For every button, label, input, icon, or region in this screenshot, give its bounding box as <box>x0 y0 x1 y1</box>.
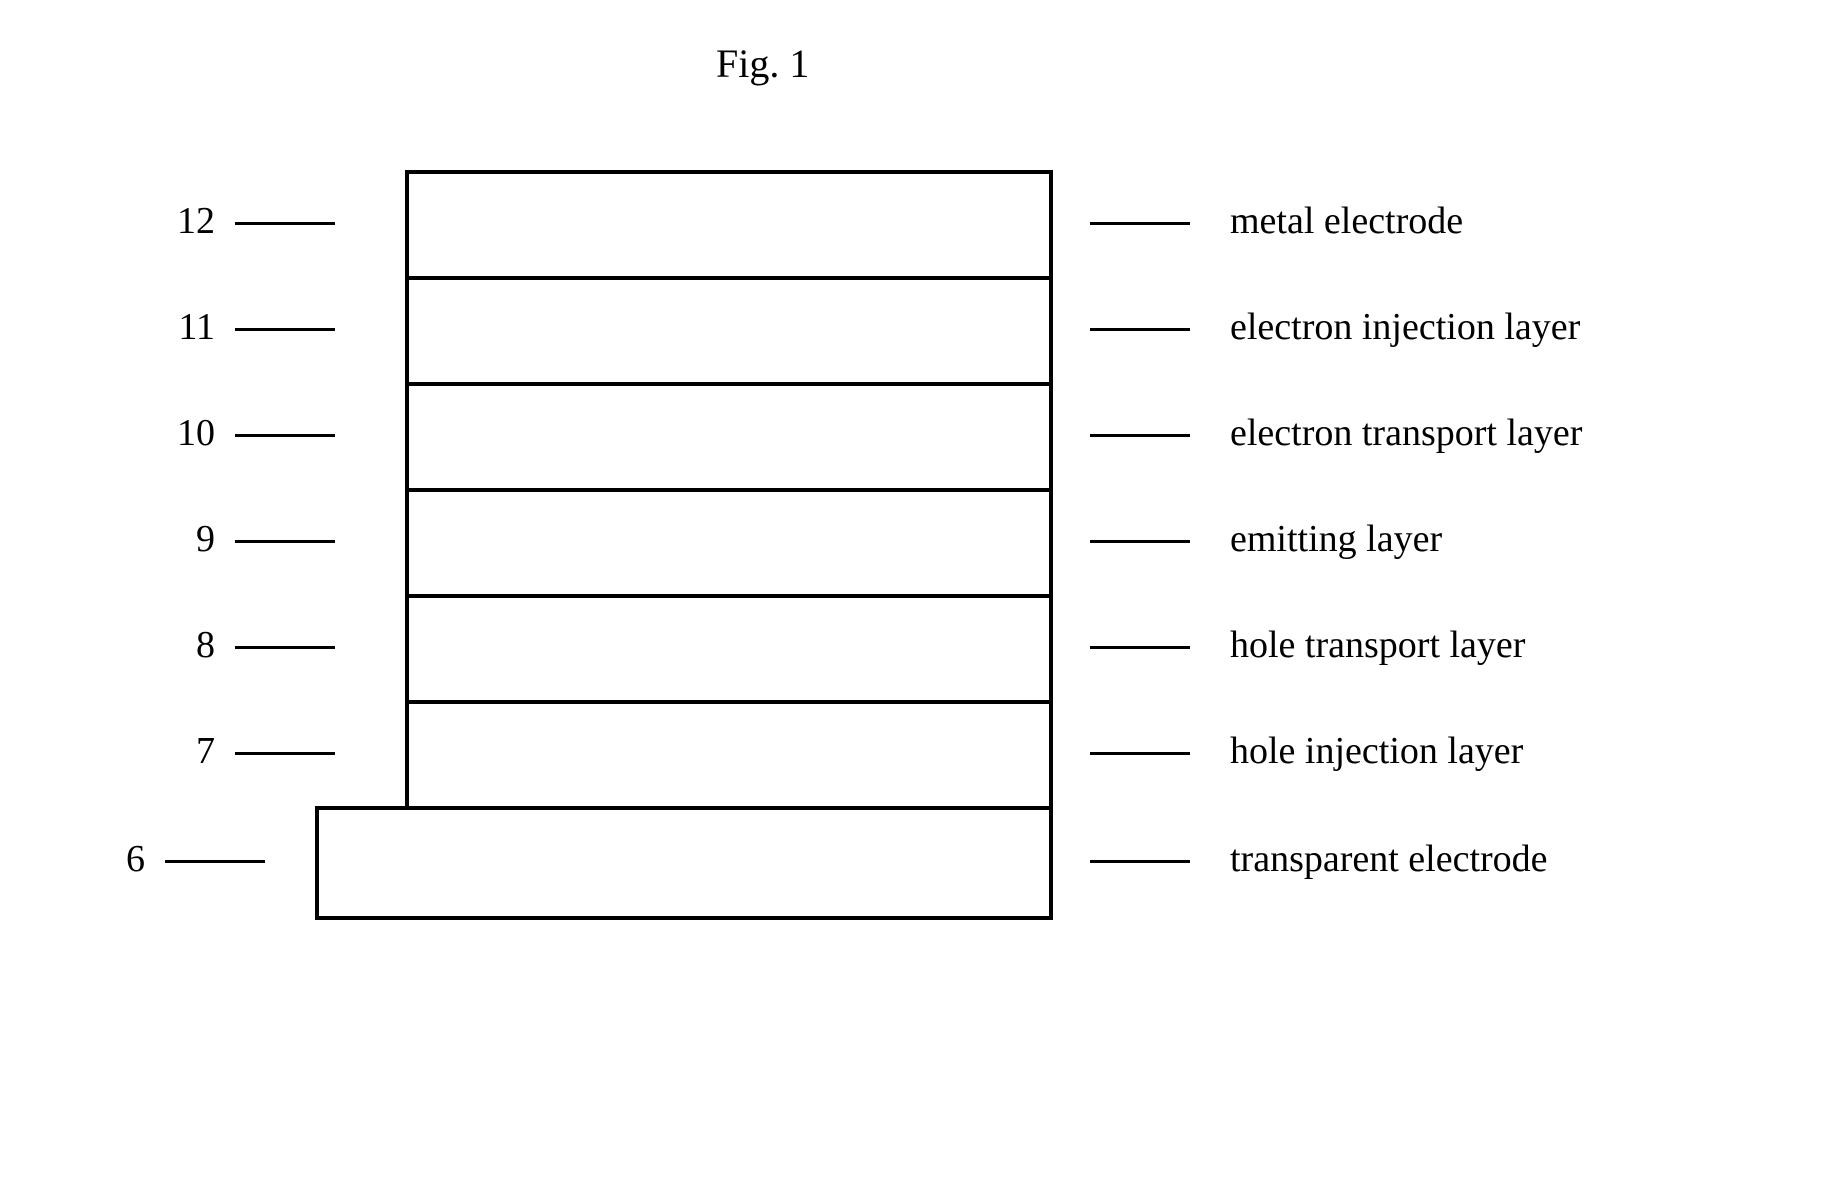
layer-name-9: emitting layer <box>1230 517 1442 561</box>
right-tick-12 <box>1090 222 1190 225</box>
figure-title: Fig. 1 <box>716 40 809 87</box>
layer-name-7: hole injection layer <box>1230 729 1523 773</box>
figure-canvas: Fig. 1 12 metal electrode 11 electron injec… <box>0 0 1836 1188</box>
left-tick-12 <box>235 222 335 225</box>
layer-number-8: 8 <box>196 623 215 667</box>
layer-number-10: 10 <box>177 411 215 455</box>
left-tick-10 <box>235 434 335 437</box>
left-tick-9 <box>235 540 335 543</box>
layer-name-8: hole transport layer <box>1230 623 1525 667</box>
layer-box-10 <box>405 382 1053 492</box>
left-tick-8 <box>235 646 335 649</box>
layer-name-10: electron transport layer <box>1230 411 1582 455</box>
left-tick-7 <box>235 752 335 755</box>
right-tick-11 <box>1090 328 1190 331</box>
layer-number-11: 11 <box>178 305 215 349</box>
right-tick-6 <box>1090 860 1190 863</box>
layer-number-9: 9 <box>196 517 215 561</box>
layer-name-6: transparent electrode <box>1230 837 1548 881</box>
right-tick-8 <box>1090 646 1190 649</box>
left-tick-6 <box>165 860 265 863</box>
layer-box-7 <box>405 700 1053 810</box>
layer-box-6 <box>315 806 1053 920</box>
layer-box-9 <box>405 488 1053 598</box>
right-tick-7 <box>1090 752 1190 755</box>
layer-number-7: 7 <box>196 729 215 773</box>
layer-number-12: 12 <box>177 199 215 243</box>
layer-name-12: metal electrode <box>1230 199 1463 243</box>
left-tick-11 <box>235 328 335 331</box>
right-tick-9 <box>1090 540 1190 543</box>
layer-box-11 <box>405 276 1053 386</box>
layer-name-11: electron injection layer <box>1230 305 1580 349</box>
layer-box-8 <box>405 594 1053 704</box>
layer-number-6: 6 <box>126 837 145 881</box>
right-tick-10 <box>1090 434 1190 437</box>
layer-box-12 <box>405 170 1053 280</box>
